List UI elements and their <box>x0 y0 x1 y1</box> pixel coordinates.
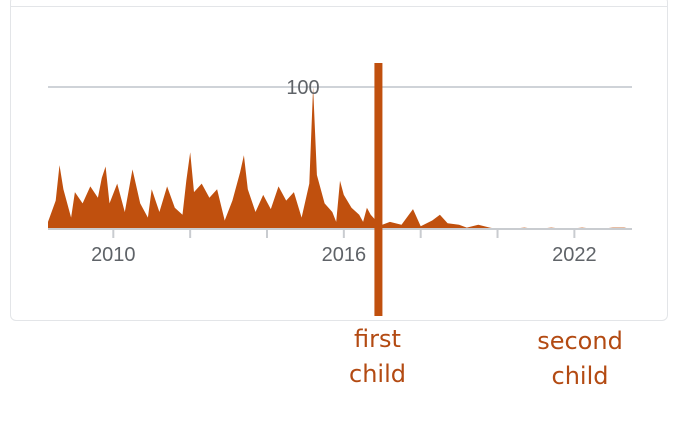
second-child-label-line2: child <box>551 362 609 390</box>
chart-card <box>10 0 668 321</box>
card-divider <box>10 6 668 7</box>
first-child-marker <box>374 63 383 316</box>
x-tick-label-2016: 2016 <box>322 244 367 266</box>
x-tick-label-2022: 2022 <box>552 244 597 266</box>
second-child-label-line1: second <box>537 327 623 355</box>
first-child-label-line2: child <box>349 360 406 388</box>
y-tick-label-100: 100 <box>286 77 319 99</box>
first-child-annotation: first child <box>330 322 425 392</box>
first-child-label-line1: first <box>354 325 401 353</box>
x-tick-label-2010: 2010 <box>91 244 136 266</box>
second-child-annotation: second child <box>527 324 633 394</box>
series-area <box>48 87 632 229</box>
x-axis-ticks: 2010 2016 2022 <box>91 229 597 266</box>
